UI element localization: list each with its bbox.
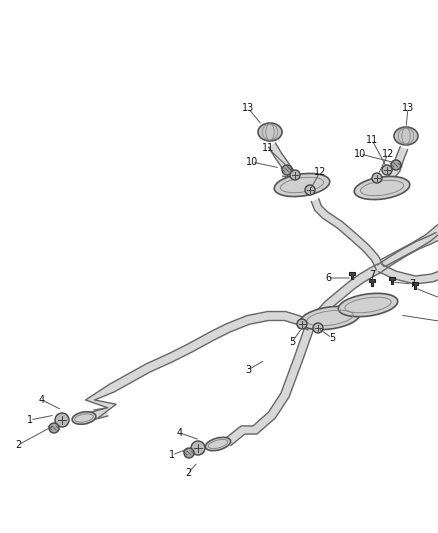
Circle shape [282,165,292,175]
Text: 12: 12 [314,167,326,177]
Ellipse shape [274,173,330,197]
Polygon shape [378,227,438,284]
Polygon shape [381,215,438,266]
Text: 3: 3 [245,365,251,375]
Text: 1: 1 [169,450,175,460]
Text: 11: 11 [262,143,274,153]
Circle shape [382,165,392,175]
Polygon shape [378,232,438,271]
Text: 7: 7 [409,279,415,289]
Text: 13: 13 [242,103,254,113]
Text: 2: 2 [15,440,21,450]
Circle shape [391,160,401,170]
Circle shape [184,448,194,458]
Ellipse shape [72,411,96,424]
Text: 4: 4 [39,395,45,405]
Text: 7: 7 [369,270,375,280]
Ellipse shape [300,306,360,330]
Text: 1: 1 [27,415,33,425]
Polygon shape [85,311,312,418]
Polygon shape [386,147,408,189]
Polygon shape [311,199,384,270]
Ellipse shape [205,437,231,451]
Circle shape [191,441,205,455]
Circle shape [313,323,323,333]
Polygon shape [79,408,108,422]
Text: 10: 10 [354,149,366,159]
Text: 13: 13 [402,103,414,113]
Circle shape [290,170,300,180]
Text: 12: 12 [382,149,394,159]
Text: 11: 11 [366,135,378,145]
Polygon shape [349,271,355,279]
Text: 5: 5 [329,333,335,343]
Polygon shape [412,281,418,288]
Polygon shape [389,277,395,284]
Text: 5: 5 [289,337,295,347]
Text: 2: 2 [185,468,191,478]
Circle shape [372,173,382,183]
Text: 6: 6 [325,273,331,283]
Polygon shape [268,143,300,185]
Polygon shape [307,264,382,329]
Text: 4: 4 [177,428,183,438]
Polygon shape [369,279,375,286]
Circle shape [297,319,307,329]
Circle shape [49,423,59,433]
Text: 6: 6 [437,293,438,303]
Text: 10: 10 [246,157,258,167]
Ellipse shape [394,127,418,145]
Polygon shape [225,325,314,446]
Ellipse shape [258,123,282,141]
Circle shape [55,413,69,427]
Circle shape [305,185,315,195]
Ellipse shape [354,176,410,199]
Ellipse shape [338,293,398,317]
